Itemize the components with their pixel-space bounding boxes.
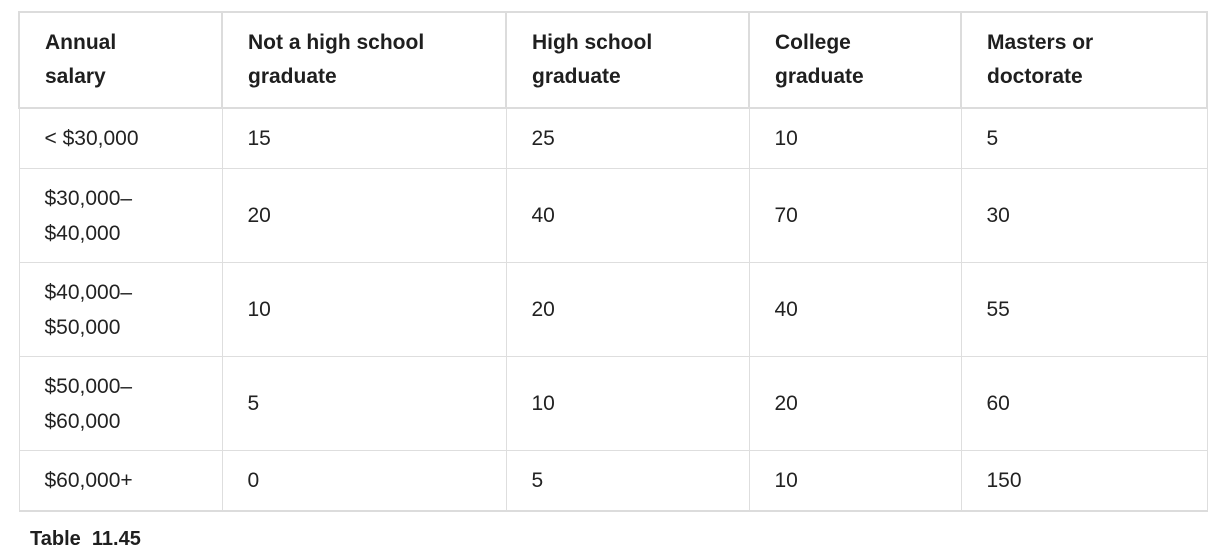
- value-cell: 40: [748, 262, 962, 357]
- header-college-graduate: College graduate: [748, 11, 962, 109]
- value-cell: 55: [960, 262, 1208, 357]
- header-line: graduate: [532, 65, 621, 88]
- header-row: Annual salary Not a high school graduate H…: [18, 11, 1208, 109]
- value-cell: 20: [748, 356, 962, 451]
- header-annual-salary: Annual salary: [18, 11, 223, 109]
- salary-cell: < $30,000: [18, 107, 223, 169]
- value-cell: 20: [505, 262, 750, 357]
- value-cell: 150: [960, 450, 1208, 512]
- value-cell: 10: [748, 107, 962, 169]
- value-cell: 5: [221, 356, 507, 451]
- table-row: $50,000– $60,000 5 10 20 60: [18, 356, 1208, 451]
- header-line: graduate: [775, 65, 864, 88]
- salary-line: $60,000+: [44, 469, 133, 492]
- salary-cell: $30,000– $40,000: [18, 168, 223, 263]
- salary-line: < $30,000: [44, 127, 139, 150]
- value-cell: 10: [221, 262, 507, 357]
- value-cell: 5: [960, 107, 1208, 169]
- salary-line: $40,000: [44, 221, 121, 245]
- value-cell: 15: [221, 107, 507, 169]
- header-line: salary: [45, 65, 106, 88]
- data-table-container: Annual salary Not a high school graduate H…: [18, 11, 1208, 512]
- header-high-school-graduate: High school graduate: [505, 11, 750, 109]
- salary-cell: $40,000– $50,000: [18, 262, 223, 357]
- table-caption: Table 11.45: [30, 528, 141, 550]
- salary-cell: $50,000– $60,000: [18, 356, 223, 451]
- table-row: $40,000– $50,000 10 20 40 55: [18, 262, 1208, 357]
- salary-cell: $60,000+: [18, 450, 223, 512]
- table-row: < $30,000 15 25 10 5: [18, 107, 1208, 169]
- salary-line: $60,000: [44, 409, 121, 433]
- header-masters-or-doctorate: Masters or doctorate: [960, 11, 1208, 109]
- value-cell: 0: [221, 450, 507, 512]
- header-line: Annual: [45, 31, 117, 54]
- value-cell: 10: [505, 356, 750, 451]
- value-cell: 70: [748, 168, 962, 263]
- header-line: College: [775, 31, 851, 54]
- value-cell: 60: [960, 356, 1208, 451]
- header-line: Masters or: [987, 31, 1094, 54]
- header-line: doctorate: [987, 65, 1083, 88]
- salary-line: $50,000: [44, 315, 121, 339]
- value-cell: 25: [505, 107, 750, 169]
- header-line: High school: [532, 31, 653, 54]
- header-not-high-school-graduate: Not a high school graduate: [221, 11, 507, 109]
- value-cell: 30: [960, 168, 1208, 263]
- header-line: graduate: [248, 65, 337, 88]
- salary-line: $30,000–: [44, 186, 133, 210]
- salary-education-table: Annual salary Not a high school graduate H…: [18, 11, 1208, 512]
- value-cell: 10: [748, 450, 962, 512]
- table-row: $30,000– $40,000 20 40 70 30: [18, 168, 1208, 263]
- salary-line: $40,000–: [44, 280, 133, 304]
- salary-line: $50,000–: [44, 374, 133, 398]
- value-cell: 40: [505, 168, 750, 263]
- value-cell: 5: [505, 450, 750, 512]
- table-row: $60,000+ 0 5 10 150: [18, 450, 1208, 512]
- header-line: Not a high school: [248, 31, 425, 54]
- value-cell: 20: [221, 168, 507, 263]
